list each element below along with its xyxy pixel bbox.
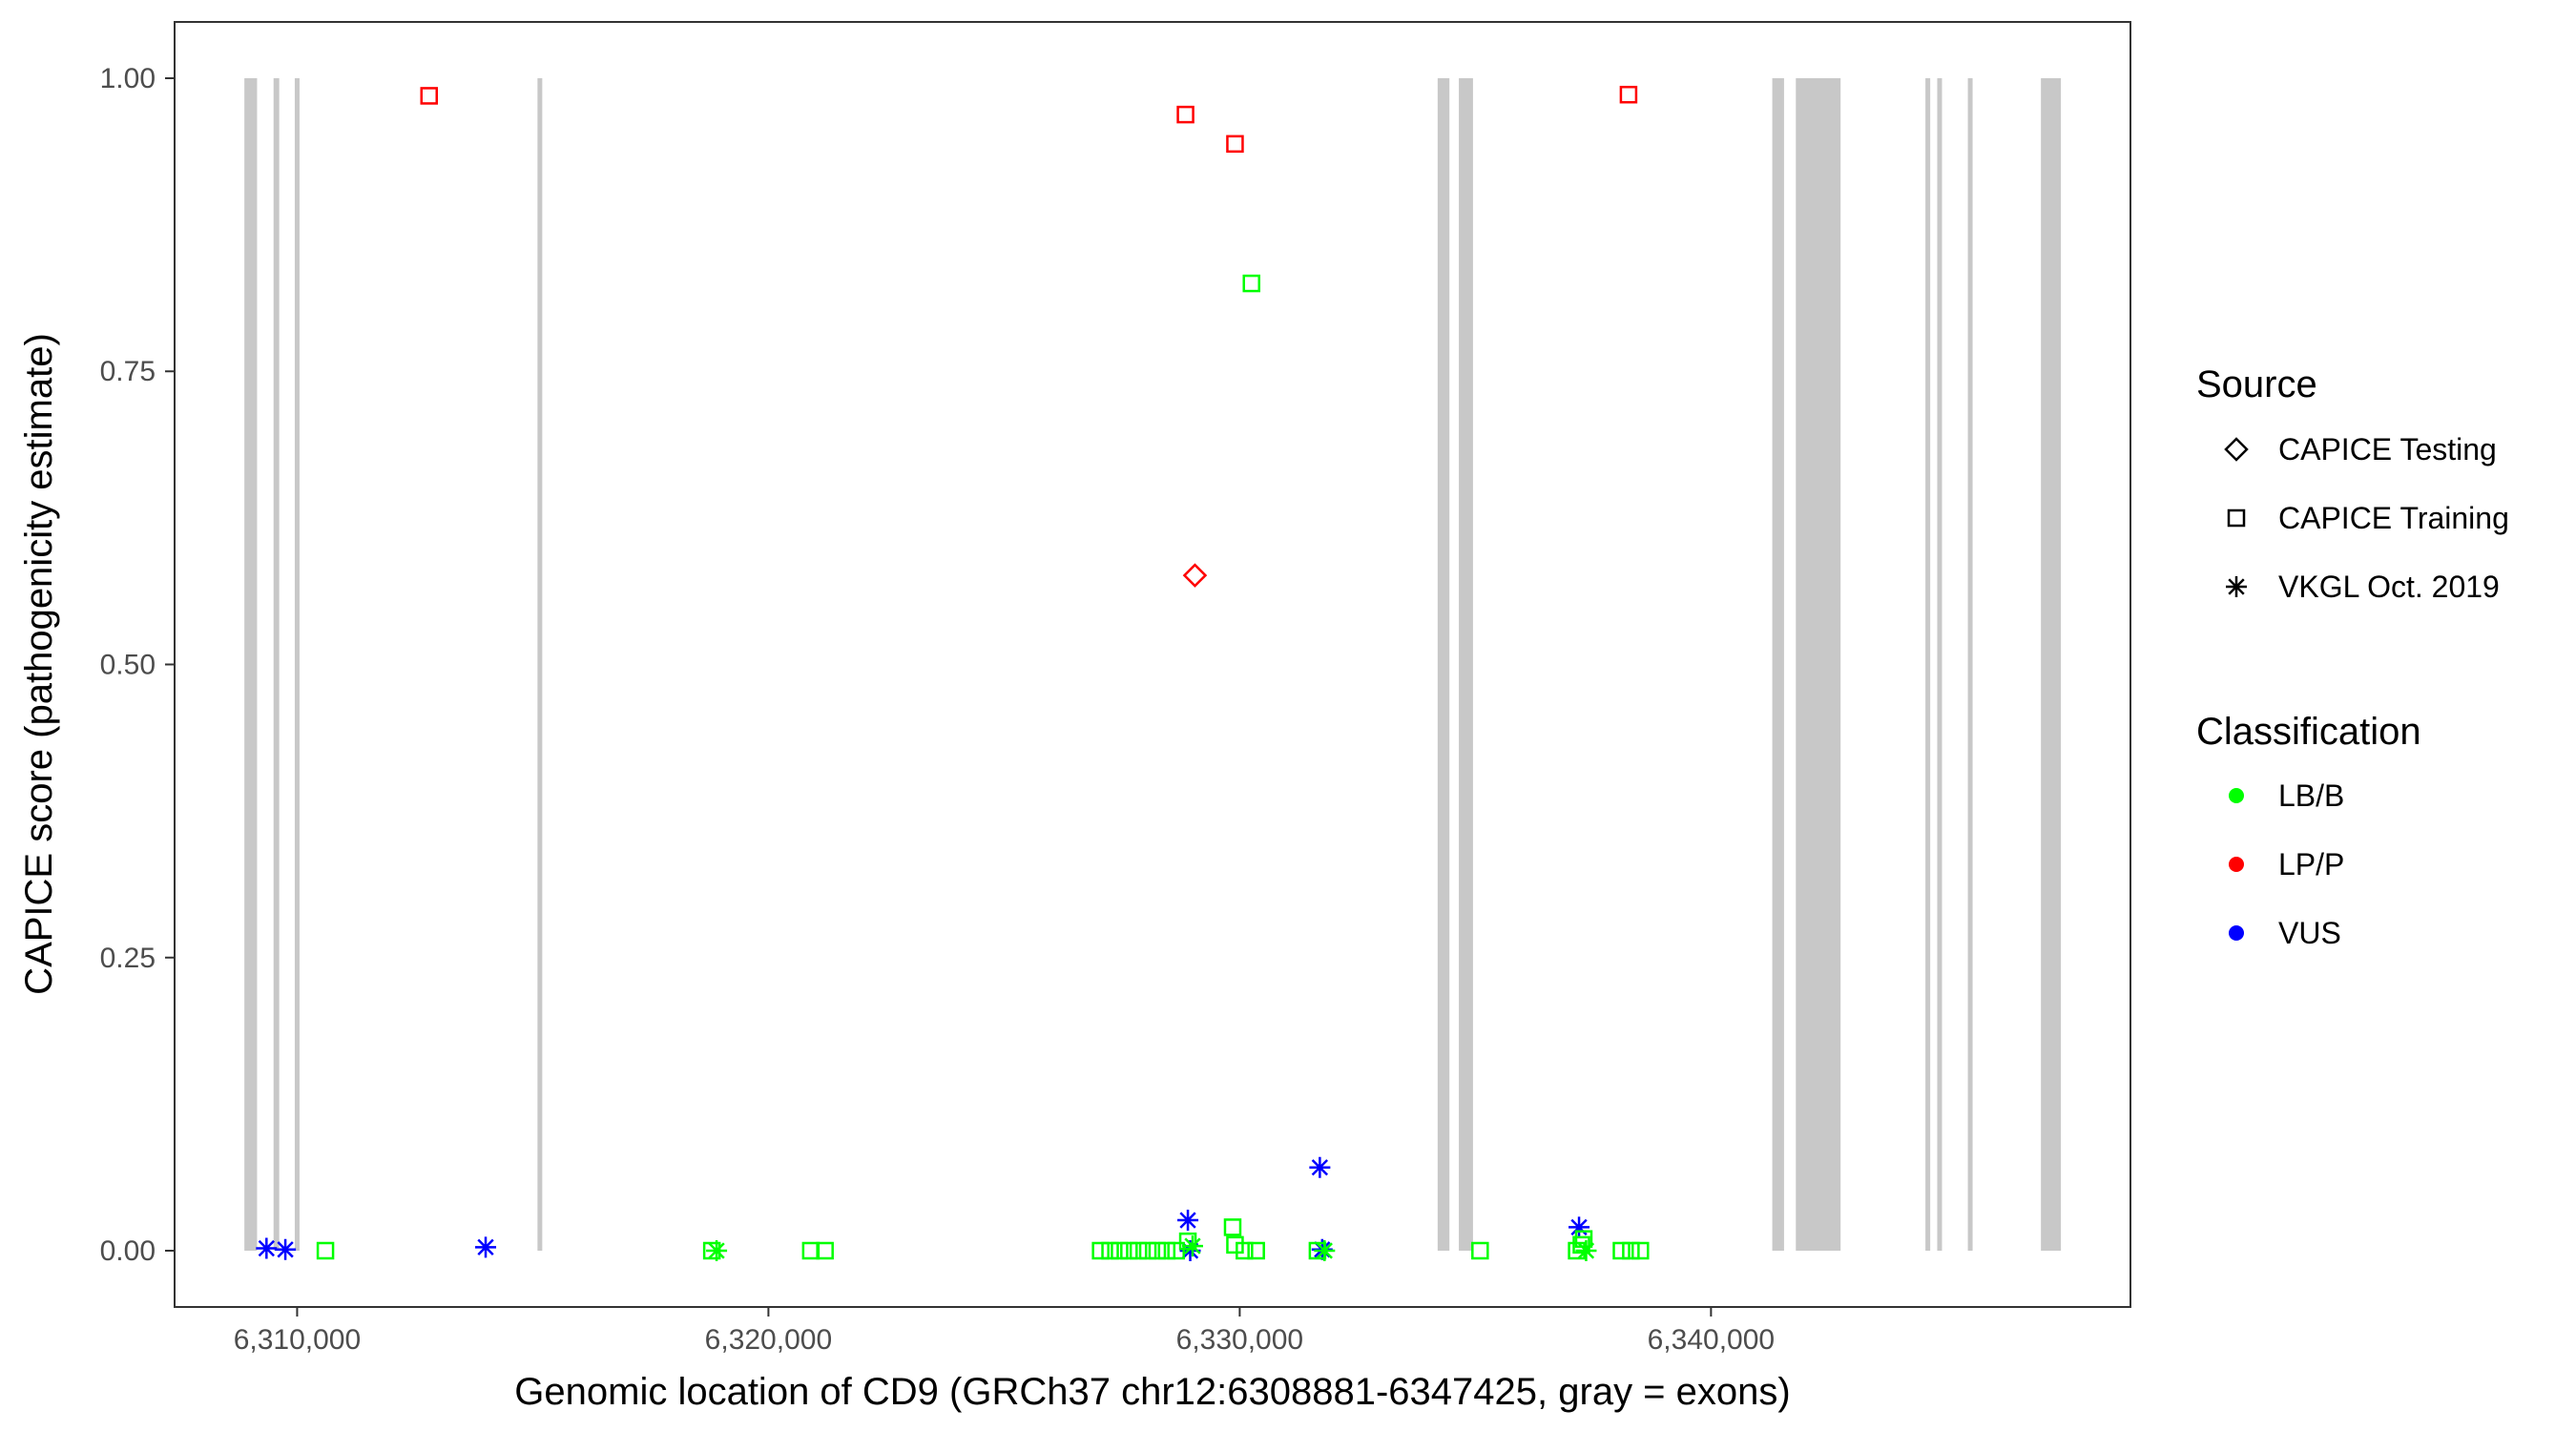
data-point bbox=[706, 1240, 728, 1262]
data-point bbox=[1111, 1241, 1129, 1260]
legend-source-title: Source bbox=[2196, 363, 2317, 405]
y-tick-label: 0.25 bbox=[100, 943, 156, 974]
y-tick-label: 0.00 bbox=[100, 1235, 156, 1267]
exon-band bbox=[1925, 77, 1931, 1252]
data-point bbox=[1091, 1241, 1110, 1260]
legend-class-label: LB/B bbox=[2278, 778, 2344, 813]
data-point bbox=[1157, 1241, 1176, 1260]
data-point bbox=[1226, 1235, 1244, 1255]
data-point bbox=[1314, 1240, 1336, 1262]
x-tick-label: 6,310,000 bbox=[234, 1324, 361, 1356]
data-point bbox=[420, 87, 438, 105]
legend-class-label: LP/P bbox=[2278, 847, 2344, 881]
data-point bbox=[1471, 1241, 1489, 1260]
data-point bbox=[1129, 1241, 1148, 1260]
y-tick-label: 1.00 bbox=[100, 63, 156, 94]
data-point bbox=[316, 1241, 335, 1260]
data-points bbox=[256, 85, 1650, 1262]
data-point bbox=[1148, 1241, 1167, 1260]
exon-band bbox=[273, 77, 280, 1252]
legend: Source Classification CAPICE Testing CAPI… bbox=[2196, 363, 2509, 950]
legend-source-key bbox=[2227, 508, 2246, 528]
data-point bbox=[1226, 135, 1244, 154]
data-point bbox=[1572, 1235, 1590, 1255]
data-point bbox=[1101, 1241, 1119, 1260]
exon-band bbox=[244, 77, 258, 1252]
data-point bbox=[1612, 1241, 1631, 1260]
legend-class-key bbox=[2229, 857, 2244, 872]
data-point bbox=[1182, 563, 1208, 588]
exon-band bbox=[1437, 77, 1450, 1252]
data-point bbox=[1574, 1230, 1593, 1248]
exon-band bbox=[1967, 77, 1973, 1252]
exon-band bbox=[537, 77, 543, 1252]
legend-source-key bbox=[2226, 576, 2247, 597]
legend-source-label: CAPICE Testing bbox=[2278, 432, 2497, 467]
data-point bbox=[1179, 1240, 1201, 1262]
y-axis-title: CAPICE score (pathogenicity estimate) bbox=[18, 333, 60, 995]
legend-source-key bbox=[2224, 437, 2249, 462]
x-tick-label: 6,320,000 bbox=[705, 1324, 832, 1356]
data-point bbox=[1138, 1241, 1157, 1260]
data-point bbox=[1236, 1241, 1254, 1260]
y-axis: 0.00 0.25 0.50 0.75 1.00 bbox=[100, 63, 175, 1267]
data-point bbox=[475, 1236, 497, 1258]
data-point bbox=[1181, 1235, 1203, 1257]
data-point bbox=[1167, 1241, 1185, 1260]
data-point bbox=[256, 1237, 278, 1259]
y-tick-label: 0.75 bbox=[100, 356, 156, 387]
data-point bbox=[1176, 105, 1195, 124]
data-point bbox=[1309, 1156, 1331, 1178]
legend-classification-title: Classification bbox=[2196, 711, 2421, 753]
data-point bbox=[1177, 1210, 1199, 1232]
exon-bands bbox=[244, 77, 2062, 1252]
data-point bbox=[1223, 1218, 1242, 1236]
exon-band bbox=[1796, 77, 1841, 1252]
data-point bbox=[1178, 1232, 1197, 1251]
legend-source-label: VKGL Oct. 2019 bbox=[2278, 570, 2500, 604]
exon-band bbox=[1459, 77, 1473, 1252]
legend-class-label: VUS bbox=[2278, 916, 2341, 950]
y-tick-label: 0.50 bbox=[100, 650, 156, 681]
data-point bbox=[1622, 1241, 1640, 1260]
data-point bbox=[1247, 1241, 1265, 1260]
x-tick-label: 6,340,000 bbox=[1648, 1324, 1775, 1356]
data-point bbox=[275, 1238, 297, 1260]
data-point bbox=[1568, 1216, 1590, 1238]
x-axis-title: Genomic location of CD9 (GRCh37 chr12:63… bbox=[514, 1371, 1790, 1413]
exon-band bbox=[1937, 77, 1942, 1252]
x-axis: 6,310,000 6,320,000 6,330,000 6,340,000 bbox=[234, 1307, 1775, 1356]
data-point bbox=[816, 1241, 834, 1260]
legend-class-key bbox=[2229, 788, 2244, 803]
data-point bbox=[1631, 1241, 1650, 1260]
legend-class-key bbox=[2229, 925, 2244, 941]
exon-band bbox=[294, 77, 300, 1252]
data-point bbox=[1619, 85, 1638, 104]
data-point bbox=[1575, 1240, 1597, 1262]
exon-band bbox=[2041, 77, 2062, 1252]
data-point bbox=[1120, 1241, 1138, 1260]
legend-source-label: CAPICE Training bbox=[2278, 501, 2509, 535]
exon-band bbox=[1772, 77, 1784, 1252]
data-point bbox=[1242, 274, 1260, 293]
x-tick-label: 6,330,000 bbox=[1176, 1324, 1303, 1356]
